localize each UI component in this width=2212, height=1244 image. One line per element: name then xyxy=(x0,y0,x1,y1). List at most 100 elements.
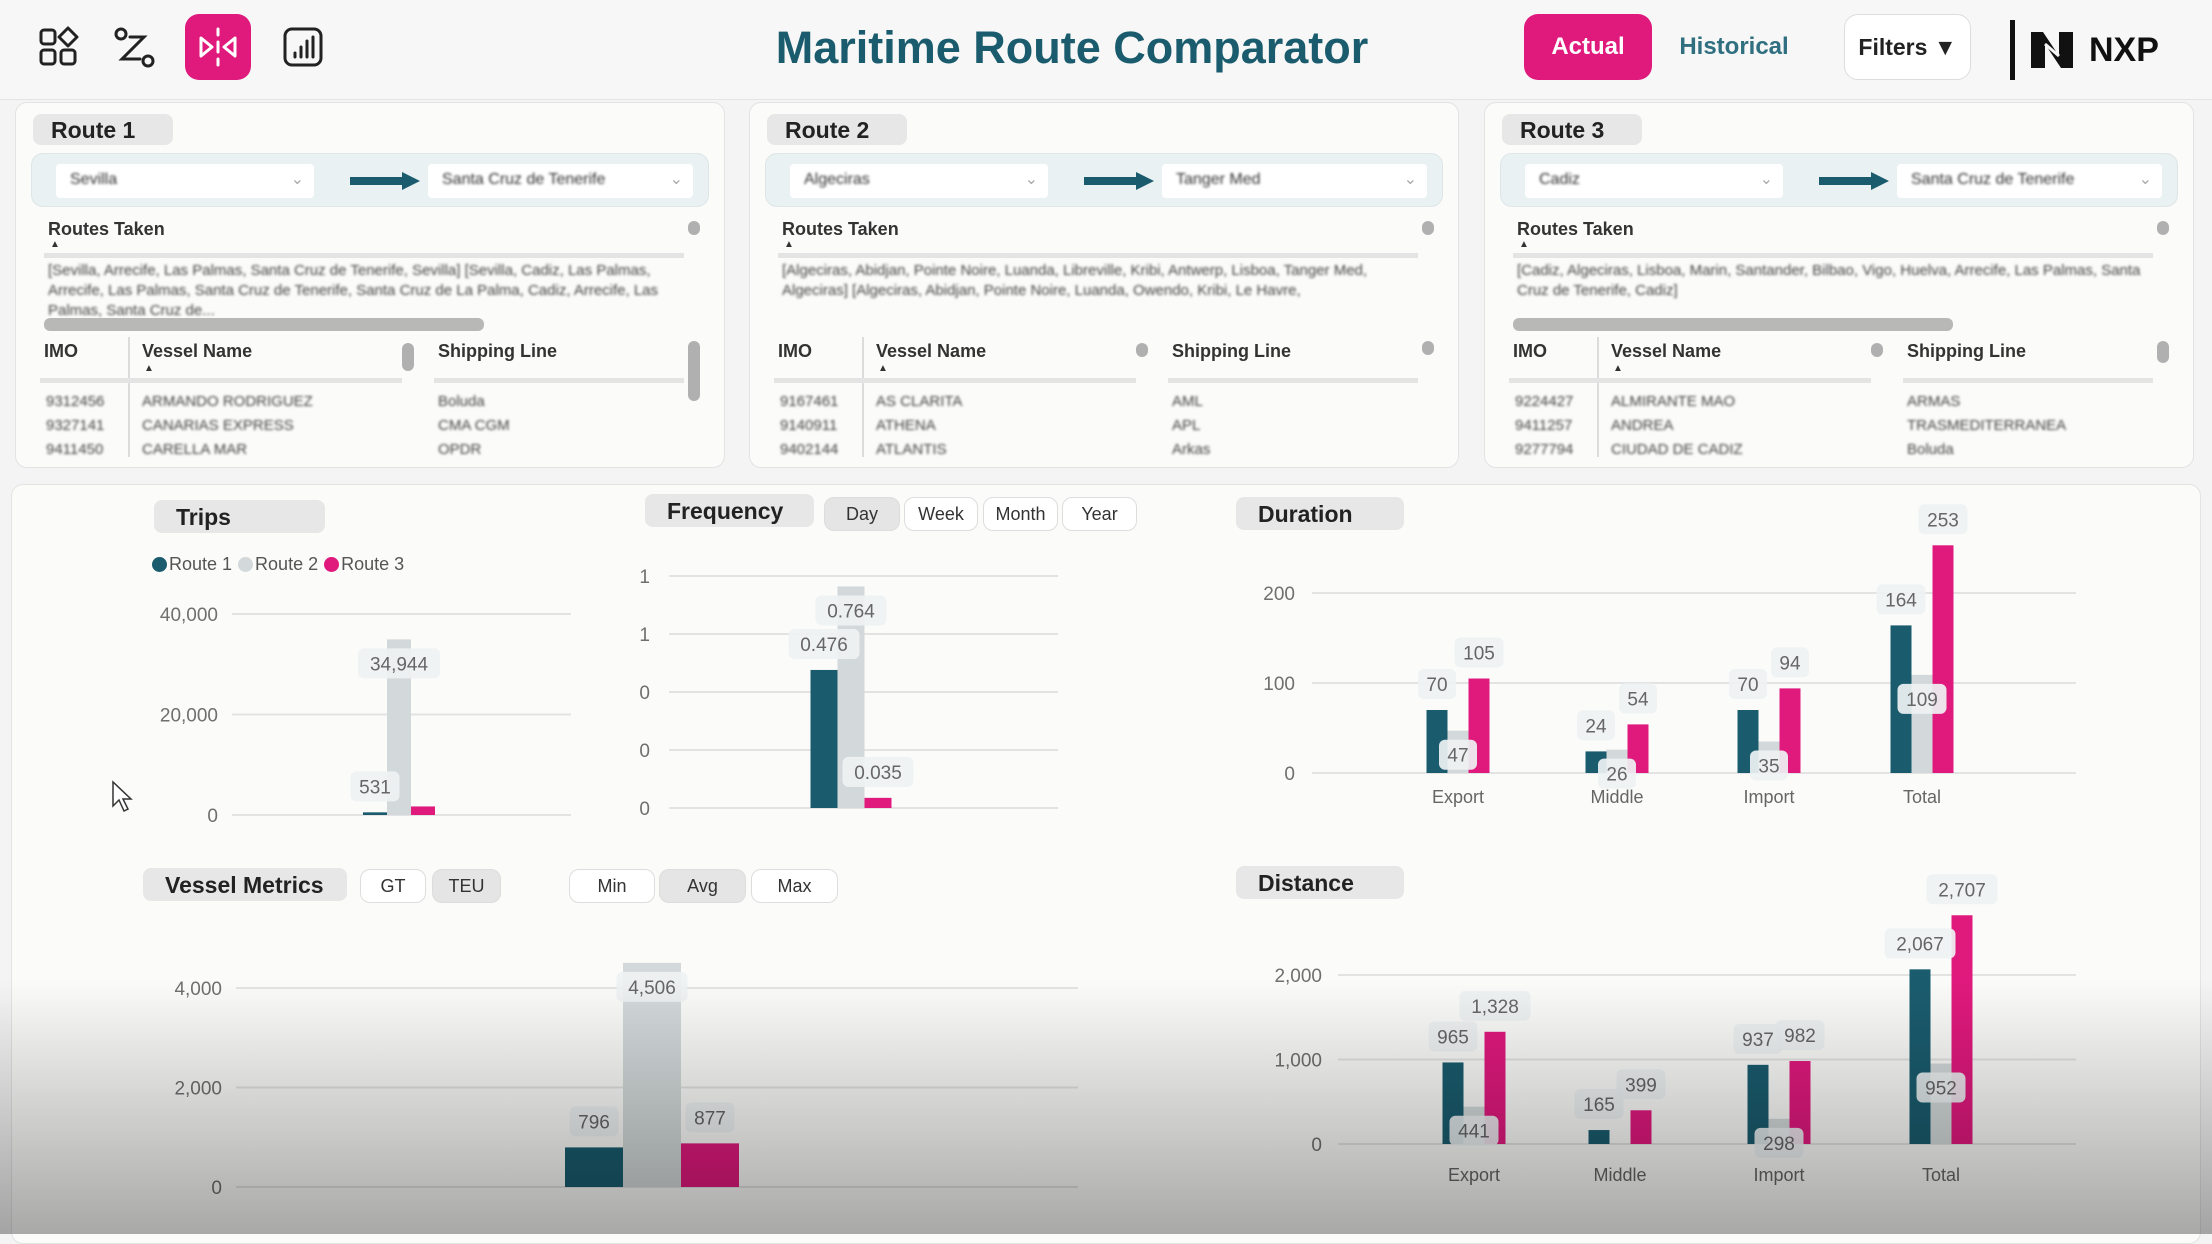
data-label: 952 xyxy=(1925,1079,1957,1100)
stat-avg-button[interactable]: Avg xyxy=(659,869,746,903)
data-label-box xyxy=(1754,1127,1804,1158)
x-category-label: Middle xyxy=(1593,1165,1646,1185)
vessel-name-column-header[interactable]: Vessel Name xyxy=(876,341,987,361)
scrollbar-horizontal[interactable] xyxy=(44,318,484,331)
scrollbar-vertical[interactable] xyxy=(688,221,700,235)
filters-dropdown-button[interactable]: Filters ▼ xyxy=(1844,14,1971,80)
data-label: 2,067 xyxy=(1896,934,1944,955)
shipping-line-cell[interactable]: CMA CGM xyxy=(438,417,510,434)
imo-cell[interactable]: 9167461 xyxy=(780,393,839,410)
routes-taken-list: [Sevilla, Arrecife, Las Palmas, Santa Cr… xyxy=(48,262,659,319)
shipping-line-cell[interactable]: TRASMEDITERRANEA xyxy=(1907,417,2067,434)
shipping-line-cell[interactable]: Boluda xyxy=(1907,441,1954,458)
routes-taken-header[interactable]: Routes Taken xyxy=(1517,219,1634,239)
legend-item-route-3[interactable]: Route 3 xyxy=(324,554,404,575)
imo-column-header[interactable]: IMO xyxy=(778,341,812,361)
imo-cell[interactable]: 9140911 xyxy=(780,417,838,434)
y-tick-label: 1 xyxy=(639,567,650,588)
nav-overview-button[interactable] xyxy=(26,14,92,80)
vessel-name-cell[interactable]: ARMANDO RODRIGUEZ xyxy=(142,393,313,410)
imo-cell[interactable]: 9411257 xyxy=(1515,417,1573,434)
origin-port-select[interactable]: Algeciras ⌄ xyxy=(790,164,1048,198)
nav-analytics-button[interactable] xyxy=(270,14,336,80)
nav-compare-button[interactable] xyxy=(185,14,251,80)
frequency-day-button[interactable]: Day xyxy=(824,497,900,531)
data-label-box xyxy=(1616,1069,1666,1100)
x-category-label: Middle xyxy=(1590,787,1643,807)
frequency-month-button[interactable]: Month xyxy=(983,497,1058,531)
imo-column-header[interactable]: IMO xyxy=(1513,341,1547,361)
arrow-right-icon xyxy=(350,172,420,190)
shipping-line-cell[interactable]: ARMAS xyxy=(1907,393,1961,410)
stat-max-button[interactable]: Max xyxy=(751,869,838,903)
routes-taken-header[interactable]: Routes Taken xyxy=(782,219,899,239)
scrollbar-vertical[interactable] xyxy=(1422,221,1434,235)
imo-cell[interactable]: 9411450 xyxy=(46,441,104,458)
sort-ascending-icon: ▲ xyxy=(1613,363,1623,374)
destination-port-select[interactable]: Santa Cruz de Tenerife ⌄ xyxy=(428,164,693,198)
shipping-line-column-header[interactable]: Shipping Line xyxy=(438,341,557,361)
divider xyxy=(1509,378,1871,383)
vessel-name-cell[interactable]: ANDREA xyxy=(1611,417,1674,434)
scrollbar-vertical[interactable] xyxy=(402,343,414,371)
legend-item-route-2[interactable]: Route 2 xyxy=(238,554,318,575)
destination-port-select[interactable]: Tanger Med ⌄ xyxy=(1162,164,1427,198)
data-label-box xyxy=(350,771,400,802)
shipping-line-cell[interactable]: OPDR xyxy=(438,441,482,458)
shipping-line-column-header[interactable]: Shipping Line xyxy=(1172,341,1291,361)
scrollbar-vertical[interactable] xyxy=(2157,341,2169,363)
y-tick-label: 2,000 xyxy=(1274,966,1322,987)
shipping-line-column-header[interactable]: Shipping Line xyxy=(1907,341,2026,361)
nav-routes-button[interactable] xyxy=(101,14,167,80)
scrollbar-vertical[interactable] xyxy=(1136,343,1148,357)
legend-item-route-1[interactable]: Route 1 xyxy=(152,554,232,575)
scrollbar-vertical[interactable] xyxy=(1422,341,1434,355)
vessel-name-cell[interactable]: CARELLA MAR xyxy=(142,441,248,458)
data-label-box xyxy=(616,971,688,1002)
bar-route-1 xyxy=(1747,1064,1769,1144)
scrollbar-horizontal[interactable] xyxy=(1513,318,1953,331)
origin-port-select[interactable]: Sevilla ⌄ xyxy=(56,164,314,198)
vessel-name-cell[interactable]: AS CLARITA xyxy=(876,393,963,410)
shipping-line-cell[interactable]: AML xyxy=(1172,393,1203,410)
imo-column-header[interactable]: IMO xyxy=(44,341,78,361)
vessel-name-cell[interactable]: ALMIRANTE MAO xyxy=(1611,393,1736,410)
vessel-name-column-header[interactable]: Vessel Name xyxy=(142,341,253,361)
shipping-line-cell[interactable]: Arkas xyxy=(1172,441,1211,458)
vessel-name-cell[interactable]: ATHENA xyxy=(876,417,936,434)
column-divider xyxy=(862,337,864,457)
imo-cell[interactable]: 9327141 xyxy=(46,417,105,434)
vessel-name-cell[interactable]: CIUDAD DE CADIZ xyxy=(1611,441,1743,458)
frequency-year-button[interactable]: Year xyxy=(1062,497,1137,531)
route-selector: Cadiz ⌄ Santa Cruz de Tenerife ⌄ xyxy=(1500,153,2178,207)
stat-min-button[interactable]: Min xyxy=(569,869,655,903)
legend-dot-icon xyxy=(324,557,340,572)
historical-toggle-button[interactable]: Historical xyxy=(1679,33,1789,60)
imo-cell[interactable]: 9312456 xyxy=(46,393,105,410)
shipping-line-cell[interactable]: APL xyxy=(1172,417,1201,434)
y-tick-label: 1 xyxy=(639,625,650,646)
imo-cell[interactable]: 9277794 xyxy=(1515,441,1574,458)
unit-gt-button[interactable]: GT xyxy=(360,869,426,903)
imo-cell[interactable]: 9402144 xyxy=(780,441,839,458)
duration-chart-title: Duration xyxy=(1236,497,1404,530)
destination-port-select[interactable]: Santa Cruz de Tenerife ⌄ xyxy=(1897,164,2162,198)
scrollbar-vertical[interactable] xyxy=(1871,343,1883,357)
frequency-week-button[interactable]: Week xyxy=(904,497,978,531)
origin-port-value: Cadiz xyxy=(1539,171,1580,188)
route-panel-3: Route 3 Cadiz ⌄ Santa Cruz de Tenerife ⌄ R… xyxy=(1484,102,2194,468)
x-category-label: Import xyxy=(1753,1165,1804,1185)
routes-taken-header[interactable]: Routes Taken xyxy=(48,219,165,239)
origin-port-select[interactable]: Cadiz ⌄ xyxy=(1525,164,1783,198)
scrollbar-vertical[interactable] xyxy=(688,341,700,401)
data-label: 531 xyxy=(359,777,391,798)
data-label: 94 xyxy=(1779,653,1801,674)
actual-toggle-button[interactable]: Actual xyxy=(1524,14,1652,80)
imo-cell[interactable]: 9224427 xyxy=(1515,393,1574,410)
vessel-name-cell[interactable]: ATLANTIS xyxy=(876,441,947,458)
shipping-line-cell[interactable]: Boluda xyxy=(438,393,485,410)
vessel-name-column-header[interactable]: Vessel Name xyxy=(1611,341,1722,361)
scrollbar-vertical[interactable] xyxy=(2157,221,2169,235)
vessel-name-cell[interactable]: CANARIAS EXPRESS xyxy=(142,417,294,434)
unit-teu-button[interactable]: TEU xyxy=(432,869,501,903)
